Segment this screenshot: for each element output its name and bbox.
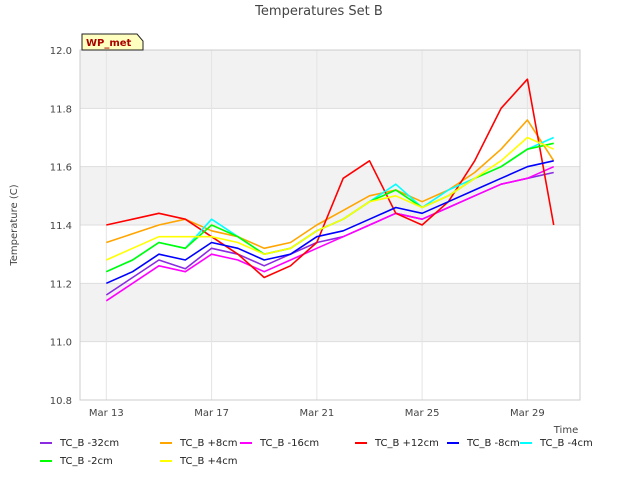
legend-label: TC_B -16cm [260, 437, 320, 449]
legend-item: TC_B -2cm [40, 454, 113, 468]
legend-item: TC_B -32cm [40, 436, 119, 450]
legend-label: TC_B +4cm [180, 455, 238, 467]
station-badge-label: WP_met [86, 38, 132, 49]
y-tick-label: 11.2 [50, 279, 72, 290]
y-tick-label: 11.6 [50, 163, 72, 174]
series-line-2 [106, 119, 555, 250]
shaded-band [80, 166, 580, 225]
legend-item: TC_B +4cm [160, 454, 238, 468]
legend-item: TC_B -16cm [240, 436, 319, 450]
x-tick-label: Mar 13 [89, 408, 124, 419]
legend-swatch [447, 442, 459, 444]
legend-swatch [160, 442, 172, 444]
legend-swatch [240, 442, 252, 444]
series-line-8 [105, 136, 555, 261]
legend-swatch [40, 442, 52, 444]
y-tick-label: 11.8 [50, 104, 72, 115]
x-tick-label: Mar 29 [510, 408, 545, 419]
legend-label: TC_B -8cm [467, 437, 520, 449]
legend-label: TC_B +8cm [180, 437, 238, 449]
series-line-4 [106, 78, 555, 279]
y-axis-label: Temperature (C) [9, 184, 20, 266]
y-tick-label: 12.0 [50, 46, 72, 57]
x-axis-label: Time [553, 425, 578, 436]
x-axis-ticks: Mar 13 Mar 17 Mar 21 Mar 25 Mar 29 [89, 408, 545, 419]
x-tick-label: Mar 17 [194, 408, 229, 419]
legend-swatch [160, 460, 172, 462]
legend-item: TC_B -8cm [447, 436, 520, 450]
legend-item: TC_B -4cm [520, 436, 593, 450]
legend-swatch [355, 442, 367, 444]
y-tick-label: 10.8 [50, 396, 72, 407]
series-lines [105, 78, 555, 302]
x-tick-label: Mar 25 [405, 408, 440, 419]
plot-frame [79, 49, 581, 401]
legend-swatch [40, 460, 52, 462]
x-tick-label: Mar 21 [299, 408, 334, 419]
y-tick-label: 11.0 [50, 338, 72, 349]
series-line-3 [105, 165, 555, 302]
legend-item: TC_B +8cm [160, 436, 238, 450]
chart-title: Temperatures Set B [254, 4, 383, 19]
shaded-band [80, 50, 580, 109]
y-tick-label: 11.4 [50, 221, 72, 232]
y-axis-ticks: 10.8 11.0 11.2 11.4 11.6 11.8 12.0 [50, 46, 72, 407]
legend-label: TC_B -32cm [60, 437, 120, 449]
legend-label: TC_B -4cm [540, 437, 593, 449]
station-badge-box [81, 33, 144, 51]
legend: TC_B -32cm TC_B +8cm TC_B -16cm TC_B +12cm T… [40, 436, 640, 476]
legend-label: TC_B +12cm [375, 437, 439, 449]
legend-label: TC_B -2cm [60, 455, 113, 467]
legend-item: TC_B +12cm [355, 436, 439, 450]
legend-swatch [520, 442, 532, 444]
series-line-5 [105, 160, 554, 285]
shaded-band [80, 283, 580, 342]
